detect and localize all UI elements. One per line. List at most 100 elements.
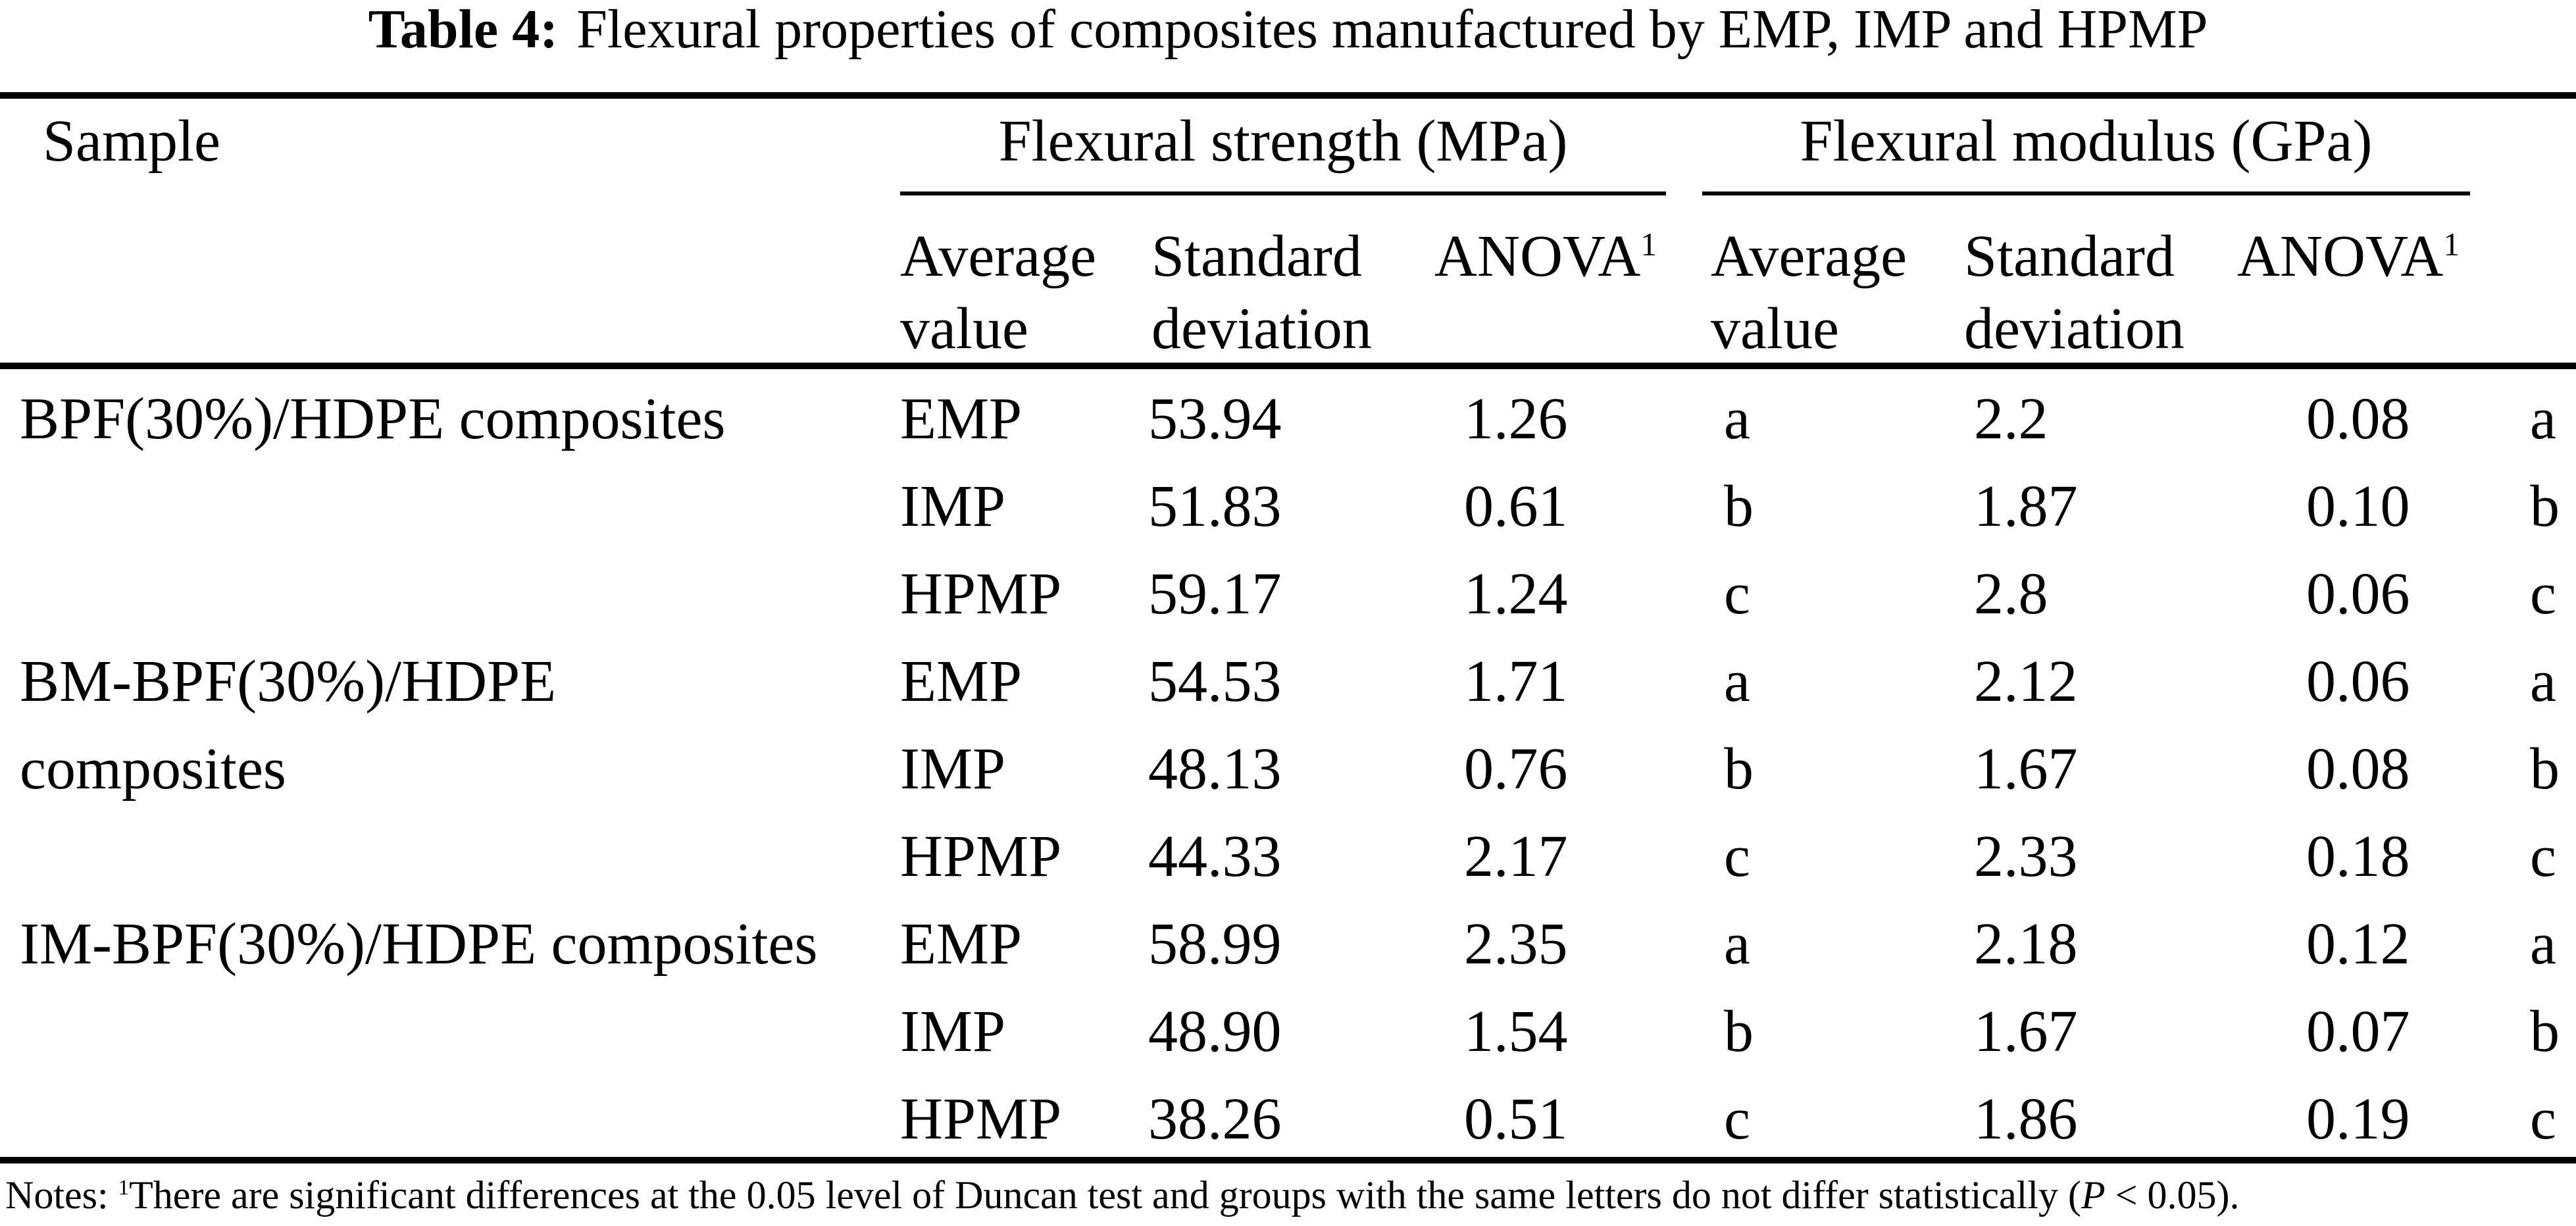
cell-strength-sd: 1.24	[1464, 561, 1568, 626]
cell-strength-sd: 2.17	[1464, 824, 1568, 889]
cell-process: HPMP	[900, 824, 1062, 889]
cell-modulus-anova: c	[2530, 1086, 2556, 1152]
subheader-modulus-average: Average value	[1711, 220, 1907, 365]
subheader-modulus-anova: ANOVA1	[2237, 220, 2460, 293]
cell-strength-average: 48.90	[1148, 999, 1282, 1064]
cell-strength-anova: a	[1724, 386, 1750, 451]
cell-modulus-sd: 0.06	[2306, 561, 2410, 626]
table-row: HPMP 44.33 2.17 c 2.33 0.18 c	[0, 813, 2576, 900]
column-group-flexural-modulus: Flexural modulus (GPa)	[1800, 109, 2373, 174]
subheader-line: Average	[1711, 224, 1907, 289]
subheader-strength-average: Average value	[900, 220, 1096, 365]
cell-strength-anova: c	[1724, 1086, 1750, 1152]
anova-footnote-marker: 1	[1640, 226, 1657, 263]
subheader-line: Standard	[1964, 224, 2175, 289]
cell-strength-average: 51.83	[1148, 474, 1282, 539]
anova-footnote-marker: 1	[2443, 226, 2460, 263]
cell-strength-average: 48.13	[1148, 736, 1282, 802]
cell-modulus-average: 2.18	[1974, 911, 2078, 977]
cell-modulus-anova: b	[2530, 999, 2560, 1064]
cell-strength-anova: a	[1724, 911, 1750, 977]
cell-modulus-average: 1.87	[1974, 474, 2078, 539]
cell-modulus-anova: b	[2530, 736, 2560, 802]
table-row: EMP 54.53 1.71 a 2.12 0.06 a	[0, 638, 2576, 725]
cell-strength-average: 44.33	[1148, 824, 1282, 889]
footnote-text: There are significant differences at the…	[129, 1173, 2081, 1217]
cell-modulus-sd: 0.06	[2306, 649, 2410, 714]
subheader-strength-anova: ANOVA1	[1434, 220, 1657, 293]
cell-process: IMP	[900, 736, 1006, 802]
cell-process: EMP	[900, 911, 1023, 977]
subheader-line: Average	[900, 224, 1097, 289]
cell-strength-anova: b	[1724, 736, 1754, 802]
cell-strength-anova: c	[1724, 824, 1750, 889]
subheader-line: Standard	[1151, 224, 1362, 289]
table-caption: Flexural properties of composites manufa…	[576, 0, 2208, 60]
subheader-line: deviation	[1151, 296, 1372, 361]
cell-strength-sd: 0.61	[1464, 474, 1568, 539]
sample-group-label: BPF(30%)/HDPE composites	[20, 386, 726, 451]
cell-modulus-average: 2.33	[1974, 824, 2078, 889]
header-rule	[0, 363, 2576, 369]
footnote-marker: 1	[118, 1176, 130, 1200]
anova-label: ANOVA	[1434, 224, 1641, 289]
cell-process: HPMP	[900, 561, 1062, 626]
cell-modulus-anova: a	[2530, 911, 2556, 977]
cell-modulus-average: 2.2	[1974, 386, 2048, 451]
footnote-p-symbol: P	[2081, 1173, 2106, 1217]
table-footnote: Notes: 1There are significant difference…	[5, 1171, 2239, 1219]
table-row: IMP 48.13 0.76 b 1.67 0.08 b	[0, 725, 2576, 813]
cell-strength-average: 38.26	[1148, 1086, 1282, 1152]
cell-modulus-sd: 0.08	[2306, 736, 2410, 802]
cell-process: EMP	[900, 386, 1023, 451]
cell-modulus-anova: a	[2530, 386, 2556, 451]
cell-strength-anova: b	[1724, 474, 1754, 539]
cell-process: EMP	[900, 649, 1023, 714]
table-row: IMP 48.90 1.54 b 1.67 0.07 b	[0, 988, 2576, 1075]
cell-modulus-sd: 0.12	[2306, 911, 2410, 977]
cell-modulus-average: 1.86	[1974, 1086, 2078, 1152]
cell-modulus-sd: 0.19	[2306, 1086, 2410, 1152]
bottom-rule	[0, 1157, 2576, 1163]
table-row: IMP 51.83 0.61 b 1.87 0.10 b	[0, 463, 2576, 550]
cell-modulus-anova: c	[2530, 561, 2556, 626]
subheader-modulus-sd: Standard deviation	[1964, 220, 2185, 365]
cell-process: IMP	[900, 999, 1006, 1064]
cell-strength-average: 53.94	[1148, 386, 1282, 451]
subheader-line: deviation	[1964, 296, 2185, 361]
cell-modulus-sd: 0.08	[2306, 386, 2410, 451]
table-row: EMP 58.99 2.35 a 2.18 0.12 a	[0, 900, 2576, 988]
cell-strength-sd: 1.26	[1464, 386, 1568, 451]
cell-process: HPMP	[900, 1086, 1062, 1152]
cell-modulus-average: 1.67	[1974, 999, 2078, 1064]
subheader-strength-sd: Standard deviation	[1151, 220, 1372, 365]
cell-strength-anova: c	[1724, 561, 1750, 626]
cell-strength-anova: b	[1724, 999, 1754, 1064]
table-title: Table 4: Flexural properties of composite…	[0, 0, 2576, 64]
cell-strength-sd: 0.76	[1464, 736, 1568, 802]
cell-strength-average: 58.99	[1148, 911, 1282, 977]
cell-modulus-average: 2.12	[1974, 649, 2078, 714]
top-rule	[0, 92, 2576, 99]
cell-strength-sd: 1.71	[1464, 649, 1568, 714]
cell-modulus-anova: c	[2530, 824, 2556, 889]
sample-group-label: BM-BPF(30%)/HDPE composites	[20, 649, 557, 802]
cell-strength-average: 54.53	[1148, 649, 1282, 714]
subheader-line: value	[1711, 296, 1839, 361]
subheader-line: value	[900, 296, 1028, 361]
cell-strength-average: 59.17	[1148, 561, 1282, 626]
cell-strength-sd: 1.54	[1464, 999, 1568, 1064]
cell-strength-anova: a	[1724, 649, 1750, 714]
modulus-group-underline	[1702, 192, 2470, 195]
cell-modulus-sd: 0.18	[2306, 824, 2410, 889]
sample-group-label: IM-BPF(30%)/HDPE composites	[20, 911, 818, 977]
table-row: HPMP 59.17 1.24 c 2.8 0.06 c	[0, 550, 2576, 638]
column-group-flexural-strength: Flexural strength (MPa)	[998, 109, 1568, 174]
cell-modulus-sd: 0.07	[2306, 999, 2410, 1064]
cell-strength-sd: 2.35	[1464, 911, 1568, 977]
strength-group-underline	[900, 192, 1666, 195]
table-number: Table 4:	[368, 0, 559, 60]
footnote-label: Notes:	[5, 1173, 118, 1217]
footnote-text-end: < 0.05).	[2105, 1173, 2240, 1217]
cell-strength-sd: 0.51	[1464, 1086, 1568, 1152]
